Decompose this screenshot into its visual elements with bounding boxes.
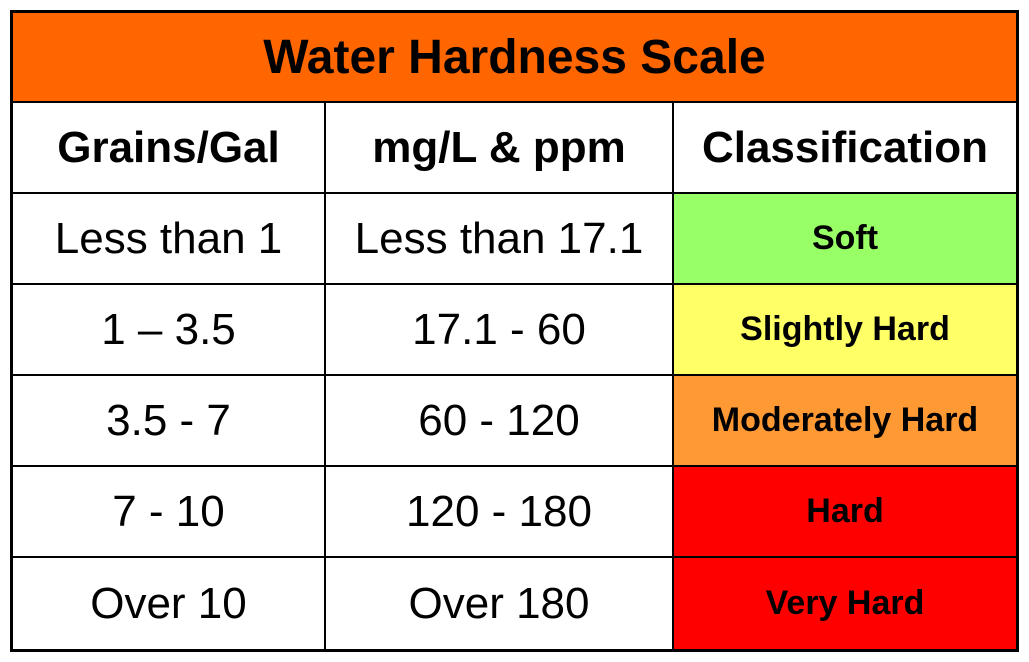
mgl-cell: 17.1 - 60: [326, 285, 674, 374]
grains-cell: Over 10: [13, 558, 326, 649]
water-hardness-table: Water Hardness Scale Grains/Gal mg/L & p…: [10, 10, 1019, 652]
mgl-cell: 60 - 120: [326, 376, 674, 465]
classification-cell-moderately-hard: Moderately Hard: [674, 376, 1016, 465]
table-row: 3.5 - 7 60 - 120 Moderately Hard: [13, 376, 1016, 467]
classification-cell-slightly-hard: Slightly Hard: [674, 285, 1016, 374]
classification-cell-hard: Hard: [674, 467, 1016, 556]
grains-cell: Less than 1: [13, 194, 326, 283]
table-row: Less than 1 Less than 17.1 Soft: [13, 194, 1016, 285]
mgl-cell: 120 - 180: [326, 467, 674, 556]
table-row: Over 10 Over 180 Very Hard: [13, 558, 1016, 649]
column-header-grains: Grains/Gal: [13, 103, 326, 192]
mgl-cell: Over 180: [326, 558, 674, 649]
header-row: Grains/Gal mg/L & ppm Classification: [13, 103, 1016, 194]
grains-cell: 1 – 3.5: [13, 285, 326, 374]
table-grid: Grains/Gal mg/L & ppm Classification Les…: [13, 103, 1016, 649]
classification-cell-very-hard: Very Hard: [674, 558, 1016, 649]
column-header-mgl: mg/L & ppm: [326, 103, 674, 192]
table-row: 7 - 10 120 - 180 Hard: [13, 467, 1016, 558]
table-title: Water Hardness Scale: [13, 13, 1016, 103]
table-row: 1 – 3.5 17.1 - 60 Slightly Hard: [13, 285, 1016, 376]
classification-cell-soft: Soft: [674, 194, 1016, 283]
grains-cell: 7 - 10: [13, 467, 326, 556]
column-header-classification: Classification: [701, 122, 989, 172]
grains-cell: 3.5 - 7: [13, 376, 326, 465]
mgl-cell: Less than 17.1: [326, 194, 674, 283]
